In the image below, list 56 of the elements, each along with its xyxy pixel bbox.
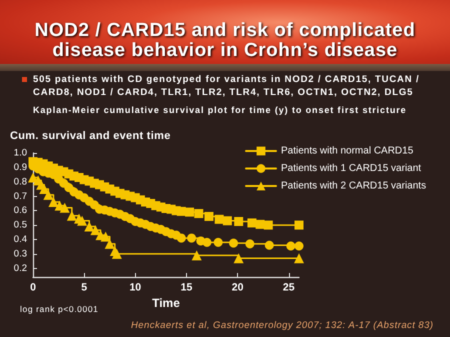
- point: [294, 253, 304, 264]
- point: [229, 238, 238, 248]
- point: [214, 214, 224, 224]
- x-tick-label: 15: [180, 282, 192, 294]
- point: [264, 220, 273, 230]
- point: [90, 225, 100, 236]
- point: [43, 190, 54, 200]
- y-tick-label: 1.0: [14, 148, 27, 158]
- point: [286, 242, 296, 250]
- x-tick-label: 0: [30, 282, 36, 294]
- point: [222, 216, 232, 226]
- y-tick-label: 0.3: [14, 248, 27, 260]
- point: [192, 250, 202, 260]
- y-tick-label: 0.9: [14, 162, 27, 173]
- point: [185, 208, 194, 217]
- point: [202, 238, 212, 247]
- point: [247, 218, 256, 228]
- point: [234, 216, 244, 226]
- y-tick-label: 0.5: [14, 220, 27, 231]
- point: [176, 234, 186, 243]
- point: [187, 234, 196, 243]
- x-axis-title: Time: [152, 296, 180, 310]
- text: Henckaerts et al, Gastroenterology 2007; 132: A-17 (Abstract 83): [131, 320, 434, 331]
- y-tick-label: 0.7: [14, 190, 27, 202]
- point: [294, 242, 304, 250]
- point: [194, 209, 204, 218]
- chart-subtitle: 505 patients with CD genotyped for variants in NOD2 / CARD15, TUCAN / CARD8, NOD1 / CARD4, TLR1, TLR2, TLR4, TLR6, OCTN1, OCTN2, DLG5: [33, 74, 420, 99]
- point: [204, 212, 214, 221]
- point: [245, 239, 254, 248]
- x-tick-label: 10: [129, 282, 142, 294]
- y-tick-label: 0.8: [14, 176, 27, 188]
- chart-title: NOD2 / CARD15 and risk of complicated disease behavior in Crohn’s disease: [34, 20, 416, 61]
- y-tick-label: 0.2: [14, 262, 27, 274]
- y-tick-label: 0.4: [14, 234, 27, 246]
- point: [66, 210, 77, 221]
- legend-label: Patients with 1 CARD15 variant: [281, 163, 422, 174]
- point: [84, 222, 94, 232]
- y-axis-title: Cum. survival and event time: [10, 130, 171, 142]
- legend-label: Patients with 2 CARD15 variants: [281, 180, 426, 192]
- point: [256, 220, 265, 229]
- x-tick-label: 25: [282, 282, 295, 294]
- y-tick-label: 0.6: [14, 205, 27, 216]
- point: [112, 248, 122, 259]
- point: [60, 202, 70, 213]
- point: [48, 197, 58, 208]
- text: Kaplan-Meier cumulative survival plot for time (y) to onset first stricture: [33, 105, 407, 116]
- x-tick-label: 20: [232, 282, 244, 294]
- x-tick-label: 5: [81, 282, 88, 294]
- legend-label: Patients with normal CARD15: [281, 146, 414, 156]
- text: log rank p<0.0001: [20, 304, 98, 315]
- point: [234, 253, 244, 264]
- point: [104, 238, 115, 249]
- point: [264, 240, 274, 250]
- point: [214, 238, 223, 247]
- point: [77, 216, 88, 226]
- point: [294, 220, 304, 230]
